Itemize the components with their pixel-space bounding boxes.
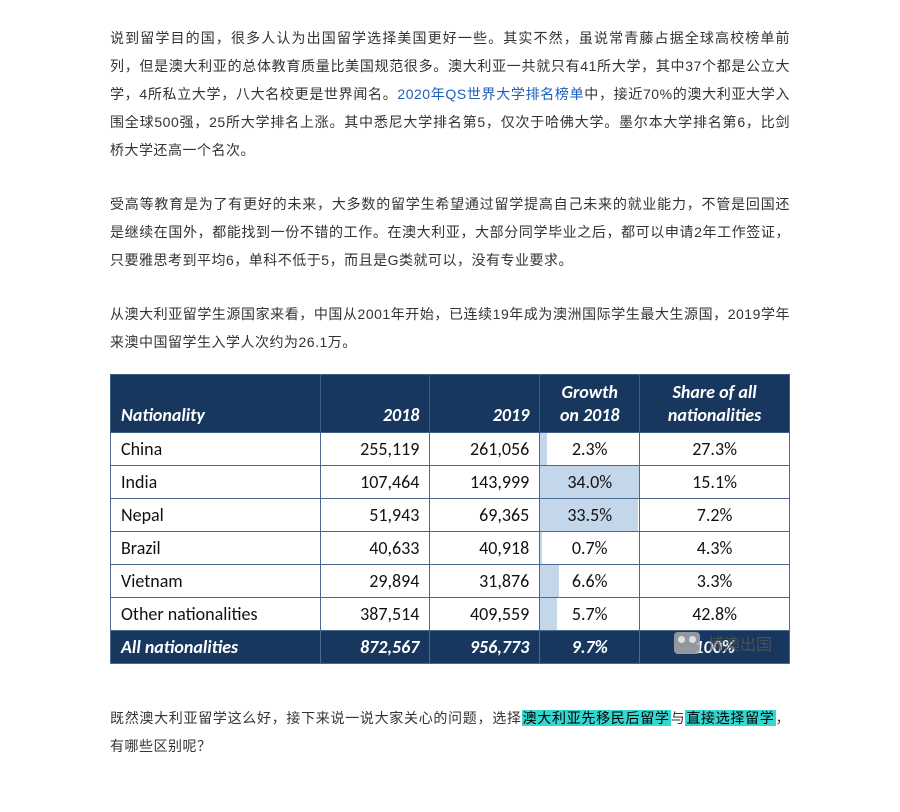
intro-paragraph-3: 从澳大利亚留学生源国家来看，中国从2001年开始，已连续19年成为澳洲国际学生最… — [110, 300, 790, 356]
cell-nationality: Vietnam — [111, 565, 321, 598]
cell-2018: 51,943 — [320, 499, 430, 532]
table-row: Nepal51,94369,36533.5%7.2% — [111, 499, 790, 532]
table-row: Vietnam29,89431,8766.6%3.3% — [111, 565, 790, 598]
th-2019: 2019 — [430, 375, 540, 433]
nationality-table-wrap: Nationality 2018 2019 Growth on 2018 Sha… — [110, 374, 790, 664]
cell-2019: 261,056 — [430, 433, 540, 466]
th-growth: Growth on 2018 — [540, 375, 640, 433]
cell-share: 27.3% — [640, 433, 790, 466]
cell-growth: 9.7% — [540, 631, 640, 664]
cell-2018: 107,464 — [320, 466, 430, 499]
table-row: Brazil40,63340,9180.7%4.3% — [111, 532, 790, 565]
cell-2018: 387,514 — [320, 598, 430, 631]
table-row: India107,464143,99934.0%15.1% — [111, 466, 790, 499]
cell-nationality: Brazil — [111, 532, 321, 565]
cell-share: 42.8% — [640, 598, 790, 631]
wechat-icon — [674, 632, 700, 654]
cell-2019: 31,876 — [430, 565, 540, 598]
table-header-row: Nationality 2018 2019 Growth on 2018 Sha… — [111, 375, 790, 433]
highlight-migrate-first: 澳大利亚先移民后留学 — [522, 710, 671, 726]
intro-paragraph-1: 说到留学目的国，很多人认为出国留学选择美国更好一些。其实不然，虽说常青藤占据全球… — [110, 24, 790, 164]
cell-nationality: China — [111, 433, 321, 466]
cell-nationality: All nationalities — [111, 631, 321, 664]
nationality-table: Nationality 2018 2019 Growth on 2018 Sha… — [110, 374, 790, 664]
cell-share: 15.1% — [640, 466, 790, 499]
cell-growth: 0.7% — [540, 532, 640, 565]
highlight-direct-study: 直接选择留学 — [685, 710, 775, 726]
cell-2019: 409,559 — [430, 598, 540, 631]
table-body: China255,119261,0562.3%27.3%India107,464… — [111, 433, 790, 664]
cell-2019: 69,365 — [430, 499, 540, 532]
cell-2018: 255,119 — [320, 433, 430, 466]
qs-ranking-link[interactable]: 2020年QS世界大学排名榜单 — [397, 86, 584, 102]
cell-growth: 33.5% — [540, 499, 640, 532]
cell-2018: 29,894 — [320, 565, 430, 598]
cell-2019: 143,999 — [430, 466, 540, 499]
cell-2018: 872,567 — [320, 631, 430, 664]
cell-growth: 6.6% — [540, 565, 640, 598]
p4-text-a: 既然澳大利亚留学这么好，接下来说一说大家关心的问题，选择 — [110, 710, 522, 726]
cell-nationality: Nepal — [111, 499, 321, 532]
cell-share: 4.3% — [640, 532, 790, 565]
th-2018: 2018 — [320, 375, 430, 433]
cell-2018: 40,633 — [320, 532, 430, 565]
cell-2019: 956,773 — [430, 631, 540, 664]
cell-2019: 40,918 — [430, 532, 540, 565]
table-row: China255,119261,0562.3%27.3% — [111, 433, 790, 466]
table-row: Other nationalities387,514409,5595.7%42.… — [111, 598, 790, 631]
wechat-watermark: 博澳出国 — [674, 631, 772, 655]
watermark-text: 博澳出国 — [708, 631, 772, 655]
cell-growth: 5.7% — [540, 598, 640, 631]
cell-nationality: Other nationalities — [111, 598, 321, 631]
cell-share: 3.3% — [640, 565, 790, 598]
cell-growth: 2.3% — [540, 433, 640, 466]
th-nationality: Nationality — [111, 375, 321, 433]
th-share: Share of all nationalities — [640, 375, 790, 433]
cell-share: 7.2% — [640, 499, 790, 532]
cell-nationality: India — [111, 466, 321, 499]
p4-text-b: 与 — [671, 710, 686, 726]
cell-growth: 34.0% — [540, 466, 640, 499]
intro-paragraph-2: 受高等教育是为了有更好的未来，大多数的留学生希望通过留学提高自己未来的就业能力，… — [110, 190, 790, 274]
closing-paragraph: 既然澳大利亚留学这么好，接下来说一说大家关心的问题，选择澳大利亚先移民后留学与直… — [110, 704, 790, 760]
